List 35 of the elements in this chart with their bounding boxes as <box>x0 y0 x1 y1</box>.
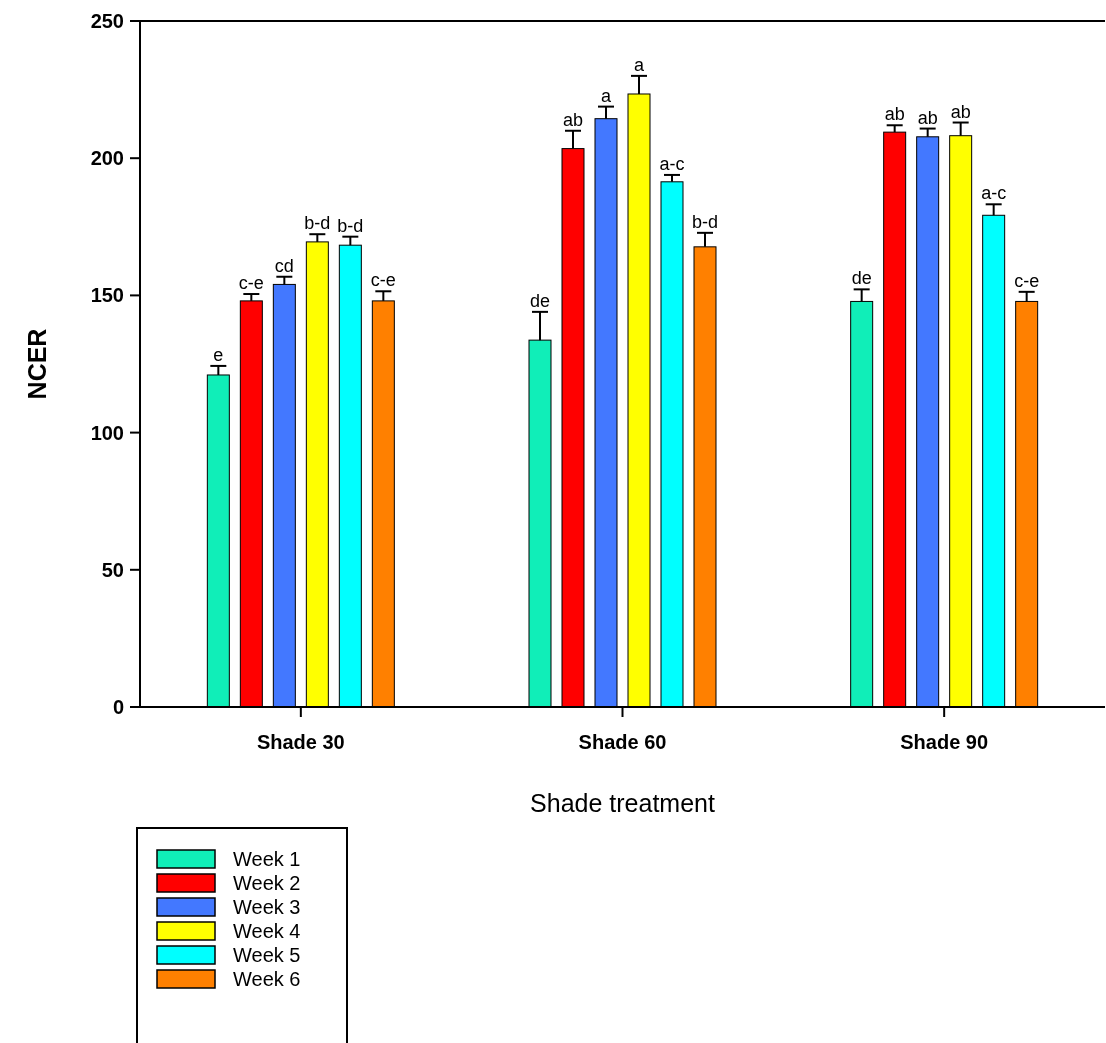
data-label: b-d <box>691 211 719 232</box>
data-label: e <box>213 344 224 365</box>
data-label: a-c <box>981 183 1007 204</box>
data-label: a-c <box>659 153 685 174</box>
data-label: cd <box>274 255 294 276</box>
data-label: c-e <box>1014 270 1040 291</box>
legend-label: Week 6 <box>233 968 301 990</box>
legend-label: Week 5 <box>233 944 301 966</box>
data-label: a <box>633 54 645 75</box>
y-tick-label: 0 <box>112 696 124 718</box>
data-label: ab <box>884 104 905 125</box>
data-label: c-e <box>370 270 396 291</box>
data-label: b-d <box>337 215 364 236</box>
data-label: ab <box>917 107 938 128</box>
y-tick-label: 200 <box>90 147 124 170</box>
legend-label: Week 1 <box>233 848 301 870</box>
y-tick-label: 250 <box>90 10 124 32</box>
data-label: ab <box>562 109 584 130</box>
x-tick-label: Shade 60 <box>578 731 667 753</box>
y-tick-label: 100 <box>90 421 124 444</box>
data-label: de <box>529 290 551 311</box>
y-tick-label: 50 <box>101 558 124 581</box>
y-tick-label: 150 <box>90 284 124 307</box>
data-label: ab <box>950 101 971 122</box>
data-label: a <box>600 85 612 106</box>
x-tick-label: Shade 90 <box>900 731 989 753</box>
x-axis-title: Shade treatment <box>530 789 715 817</box>
legend-label: Week 3 <box>233 896 301 918</box>
data-label: c-e <box>238 273 264 294</box>
data-label: de <box>851 268 872 289</box>
x-tick-label: Shade 30 <box>256 731 345 753</box>
legend-label: Week 2 <box>233 872 301 894</box>
data-label: b-d <box>304 213 331 234</box>
legend-label: Week 4 <box>233 920 301 942</box>
y-axis-title: NCER <box>23 328 51 400</box>
